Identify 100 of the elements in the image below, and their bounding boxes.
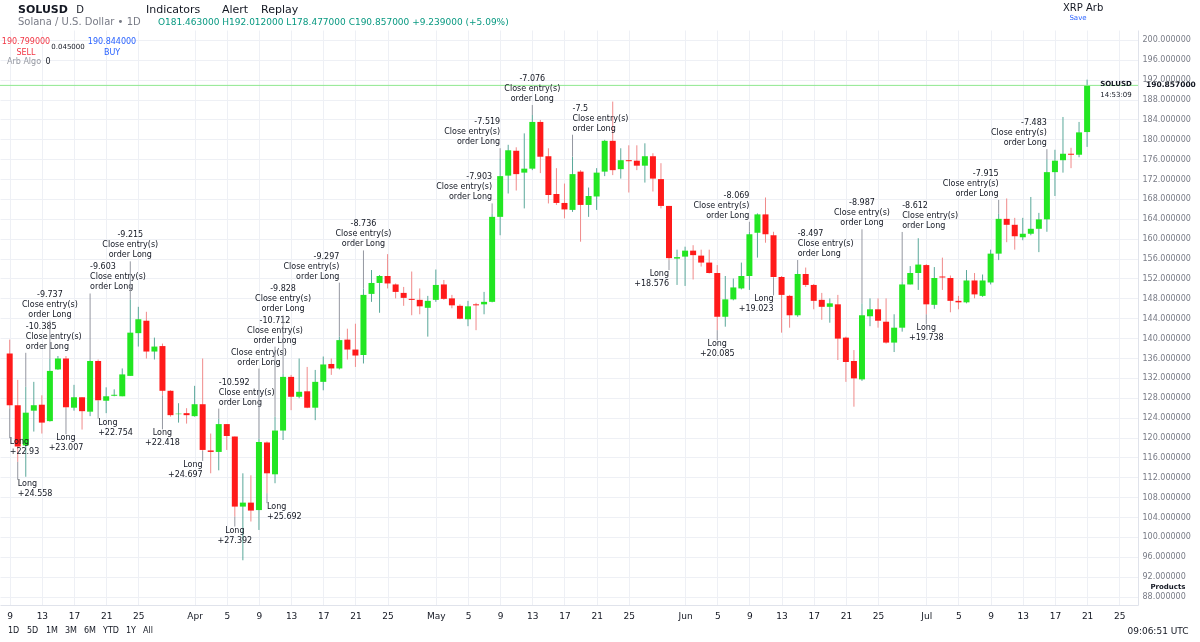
candlestick — [939, 257, 946, 291]
y-tick-label: 104.000000 — [1142, 512, 1191, 522]
candlestick — [810, 283, 817, 310]
candlestick — [1003, 197, 1010, 243]
candlestick — [513, 146, 520, 192]
x-tick-label: 13 — [1017, 610, 1030, 621]
y-tick-label: 176.000000 — [1142, 154, 1191, 164]
candlestick — [119, 367, 126, 397]
y-tick-label: 120.000000 — [1142, 433, 1191, 443]
y-tick-label: 100.000000 — [1142, 532, 1191, 542]
candlestick — [71, 384, 78, 412]
candlestick — [1059, 116, 1066, 174]
y-tick-label: 140.000000 — [1142, 333, 1191, 343]
annotation: -7.519 Close entry(s) order Long — [444, 117, 501, 147]
candlestick — [867, 297, 874, 327]
candlestick — [440, 279, 447, 301]
candlestick — [223, 423, 230, 451]
x-tick-label: 5 — [224, 610, 231, 621]
candlestick — [625, 144, 632, 194]
x-tick-label: Apr — [187, 610, 204, 621]
annotation: -10.712 Close entry(s) order Long — [247, 315, 303, 345]
annotation: Arb Algo — [7, 57, 42, 66]
annotation: 190.844000 — [87, 37, 137, 46]
y-tick-label: 112.000000 — [1142, 472, 1191, 482]
annotation: -10.592 Close entry(s) order Long — [218, 377, 275, 407]
x-tick-label: Jun — [677, 610, 693, 621]
candlestick — [649, 152, 656, 193]
candlestick — [722, 275, 729, 328]
candlestick — [79, 396, 86, 431]
annotation: Long +22.754 — [98, 417, 133, 437]
y-tick-label: 116.000000 — [1142, 452, 1191, 462]
text: 09:06:51 UTC — [1127, 626, 1189, 636]
candlestick — [135, 306, 142, 348]
candlestick — [754, 212, 761, 259]
candlestick — [979, 274, 986, 298]
annotation: -9.603 Close entry(s) order Long — [90, 262, 146, 292]
annotation: Long +22.418 — [145, 428, 180, 448]
text: 1Y — [126, 626, 137, 635]
x-tick-label: 5 — [956, 610, 962, 621]
x-tick-label: 9 — [497, 610, 504, 621]
annotation: Long +20.085 — [699, 339, 735, 359]
candlestick — [384, 253, 391, 289]
annotation: -10.385 Close entry(s) order Long — [25, 321, 82, 351]
y-tick-label: 96.000000 — [1142, 552, 1186, 562]
candlestick — [617, 147, 624, 180]
candlestick — [151, 337, 158, 360]
candlestick — [826, 297, 833, 324]
annotation: Close entry(s) order Long — [230, 347, 287, 367]
candlestick — [915, 237, 922, 291]
candlestick — [296, 358, 303, 399]
annotation: -8.612 Close entry(s) order Long — [902, 200, 959, 230]
candlestick — [706, 249, 713, 275]
annotation: -7.915 Close entry(s) order Long — [942, 168, 999, 198]
x-tick-label: 17 — [808, 610, 820, 621]
x-tick-label: 25 — [382, 610, 394, 621]
annotation: Long +18.576 — [634, 269, 669, 289]
candlestick — [883, 297, 890, 345]
y-tick-label: 152.000000 — [1142, 273, 1191, 283]
candlestick — [247, 474, 254, 523]
x-tick-label: 5 — [465, 610, 472, 621]
candlestick — [802, 267, 809, 288]
text: XRP Arb — [1063, 2, 1104, 13]
y-tick-label: 128.000000 — [1142, 393, 1191, 403]
candlestick — [38, 394, 45, 435]
x-tick-label: 13 — [776, 610, 788, 621]
candlestick — [432, 269, 439, 303]
candlestick — [1027, 196, 1034, 236]
candlestick — [473, 302, 480, 331]
annotation: -7.903 Close entry(s) order Long — [436, 172, 493, 202]
candlestick — [30, 381, 37, 433]
candlestick — [376, 274, 383, 314]
x-tick-label: 9 — [7, 610, 14, 621]
candlestick — [561, 183, 568, 219]
x-tick-label: 13 — [527, 610, 539, 621]
text: All — [143, 626, 153, 635]
text: D — [76, 4, 85, 15]
y-tick-label: 188.000000 — [1142, 95, 1191, 105]
y-tick-label: 168.000000 — [1142, 194, 1191, 204]
candlestick — [424, 295, 431, 338]
annotation: Long +19.023 — [738, 294, 774, 314]
candlestick — [762, 196, 769, 244]
y-tick-label: 132.000000 — [1142, 373, 1191, 383]
y-tick-label: 148.000000 — [1142, 293, 1191, 303]
candlestick — [344, 328, 351, 360]
candlestick — [288, 374, 295, 411]
candlestick — [400, 286, 407, 307]
candlestick — [352, 323, 359, 368]
candlestick — [304, 366, 311, 409]
candlestick — [1035, 212, 1042, 253]
candlestick — [416, 287, 423, 315]
text: Replay — [261, 3, 299, 16]
x-tick-label: 25 — [872, 610, 885, 621]
annotation: -9.297 Close entry(s) order Long — [283, 251, 340, 281]
candlestick — [641, 142, 648, 184]
text: Alert — [222, 3, 249, 16]
candlestick — [891, 313, 898, 353]
candlestick — [103, 386, 110, 414]
annotation: Long +25.692 — [266, 502, 302, 522]
candlestick — [1051, 149, 1058, 197]
candlestick — [818, 292, 825, 321]
